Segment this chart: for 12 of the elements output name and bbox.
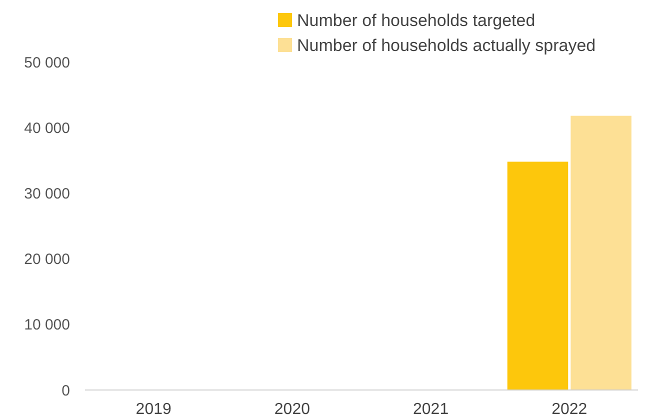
y-tick-label: 10 000 [24,316,70,334]
x-tick-label: 2019 [136,401,172,418]
y-tick-label: 30 000 [24,185,70,202]
y-tick-label: 0 [62,382,70,400]
y-tick-label: 40 000 [24,120,70,137]
x-tick-label: 2020 [274,401,310,418]
y-tick-label: 20 000 [24,251,70,268]
legend-label: Number of households targeted [297,11,536,30]
y-tick-label: 50 000 [24,54,70,72]
x-tick-label: 2022 [552,401,588,418]
x-tick-label: 2021 [413,401,449,418]
legend-label: Number of households actually sprayed [297,36,596,55]
